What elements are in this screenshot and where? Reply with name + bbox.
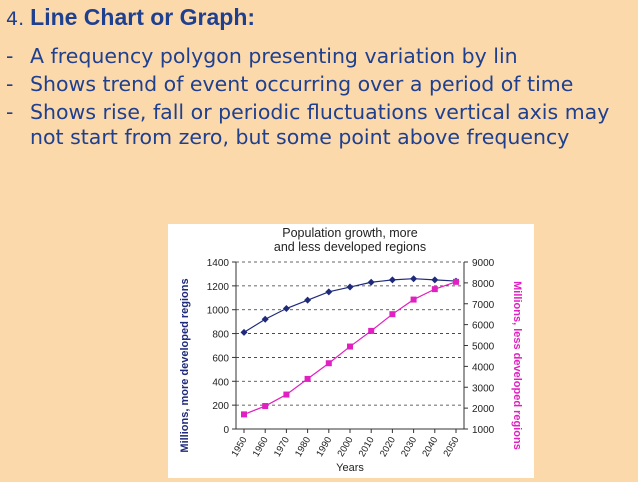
x-tick-label: 2050 xyxy=(442,435,462,459)
data-point-less-developed xyxy=(304,375,311,382)
y-tick-label-right: 1000 xyxy=(472,425,495,436)
y-tick-label-left: 0 xyxy=(223,425,229,436)
slide-heading: Line Chart or Graph: xyxy=(30,4,256,30)
data-point-less-developed xyxy=(453,278,459,285)
y-tick-label-left: 200 xyxy=(212,401,229,412)
data-point-less-developed xyxy=(347,343,353,350)
y-tick-label-left: 1400 xyxy=(207,258,230,269)
bullet-list: - A frequency polygon presenting variati… xyxy=(6,44,632,153)
y-tick-label-right: 2000 xyxy=(472,404,495,415)
y-tick-label-left: 600 xyxy=(212,353,229,364)
bullet-text: Shows rise, fall or periodic fluctuation… xyxy=(30,100,610,149)
x-axis-label: Years xyxy=(336,462,364,474)
x-tick-label: 2010 xyxy=(357,435,377,459)
bullet-dash: - xyxy=(6,44,14,68)
bullet-dash: - xyxy=(6,72,14,96)
data-point-more-developed xyxy=(304,296,312,304)
y-tick-label-right: 4000 xyxy=(472,362,495,373)
x-tick-label: 2040 xyxy=(420,435,440,459)
data-point-more-developed xyxy=(346,283,354,291)
slide-title: 4. Line Chart or Graph: xyxy=(6,4,255,31)
data-point-more-developed xyxy=(410,275,418,283)
y-tick-label-left: 800 xyxy=(212,330,229,341)
data-point-more-developed xyxy=(325,288,333,296)
data-point-more-developed xyxy=(388,276,396,284)
bullet-item: - Shows rise, fall or periodic fluctuati… xyxy=(6,100,632,150)
y-axis-label-right: Millions, less developed regions xyxy=(511,281,523,450)
x-tick-label: 2000 xyxy=(336,435,356,459)
y-tick-label-right: 7000 xyxy=(472,300,495,311)
y-tick-label-left: 1000 xyxy=(207,306,230,317)
x-tick-label: 1980 xyxy=(293,435,313,459)
chart-title: Population growth, more xyxy=(282,226,418,240)
data-point-less-developed xyxy=(431,286,438,293)
chart-title: and less developed regions xyxy=(274,240,426,254)
y-tick-label-right: 9000 xyxy=(472,258,495,269)
data-point-more-developed xyxy=(282,305,290,313)
x-tick-label: 1990 xyxy=(314,435,334,459)
population-chart: Population growth, more and less develope… xyxy=(168,224,534,478)
data-point-less-developed xyxy=(368,327,375,334)
x-tick-label: 1950 xyxy=(230,435,250,459)
data-point-less-developed xyxy=(389,311,396,318)
data-point-more-developed xyxy=(261,315,269,323)
y-tick-label-right: 6000 xyxy=(472,321,495,332)
x-tick-label: 1970 xyxy=(272,435,292,459)
data-point-less-developed xyxy=(262,403,269,410)
bullet-item: - A frequency polygon presenting variati… xyxy=(6,44,632,69)
x-tick-label: 1960 xyxy=(251,435,271,459)
bullet-text: A frequency polygon presenting variation… xyxy=(30,44,518,68)
data-point-less-developed xyxy=(325,360,332,367)
data-point-more-developed xyxy=(367,278,375,286)
y-tick-label-left: 1200 xyxy=(207,282,230,293)
data-point-less-developed xyxy=(241,411,247,418)
bullet-item: - Shows trend of event occurring over a … xyxy=(6,72,632,97)
y-tick-label-left: 400 xyxy=(212,377,229,388)
y-tick-label-right: 3000 xyxy=(472,383,495,394)
y-tick-label-right: 5000 xyxy=(472,342,495,353)
data-point-less-developed xyxy=(410,296,417,303)
x-tick-label: 2020 xyxy=(378,435,398,459)
slide-number: 4. xyxy=(6,8,25,30)
data-point-less-developed xyxy=(283,391,290,398)
data-point-more-developed xyxy=(240,328,248,336)
y-tick-label-right: 8000 xyxy=(472,279,495,290)
data-point-more-developed xyxy=(431,276,439,284)
bullet-text: Shows trend of event occurring over a pe… xyxy=(30,72,574,96)
bullet-dash: - xyxy=(6,100,14,124)
x-tick-label: 2030 xyxy=(399,435,419,459)
y-axis-label-left: Millions, more developed regions xyxy=(179,278,191,452)
